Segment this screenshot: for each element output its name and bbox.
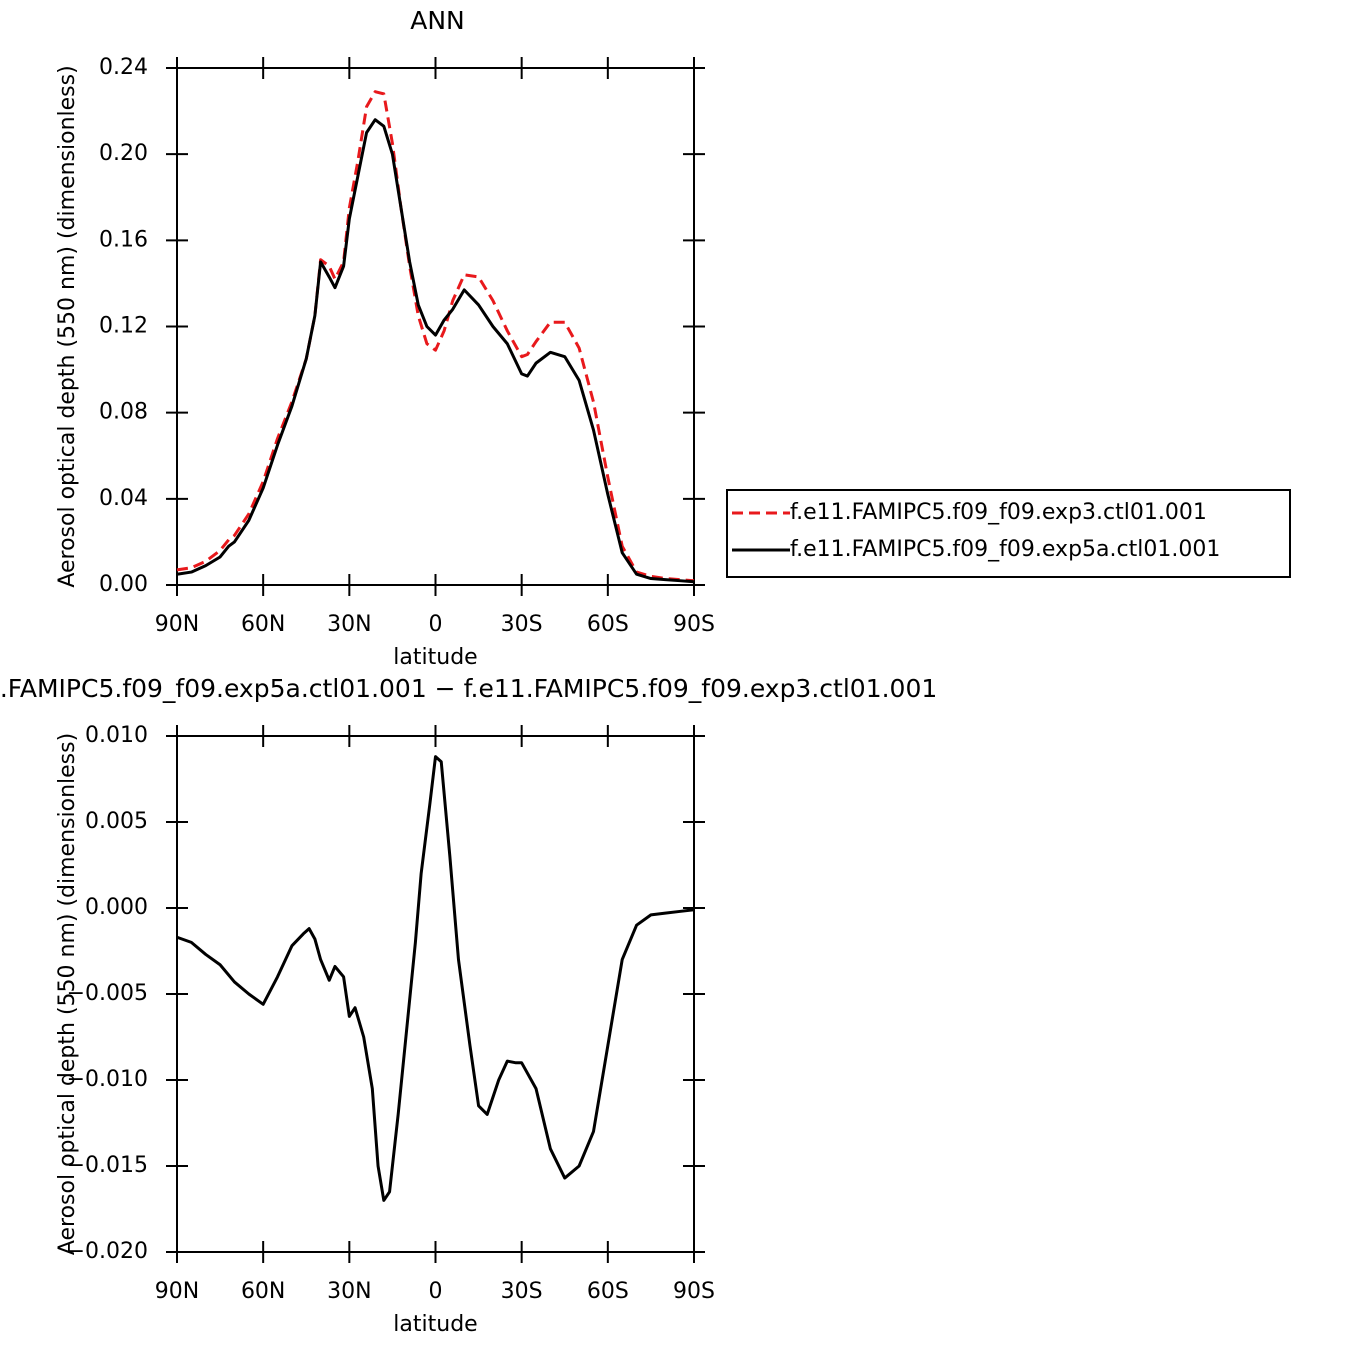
legend-label: f.e11.FAMIPC5.f09_f09.exp5a.ctl01.001: [790, 537, 1220, 562]
y-tick-label: −0.010: [67, 1067, 148, 1092]
y-tick-label: 0.000: [85, 895, 148, 920]
y-tick-label: 0.08: [99, 400, 148, 425]
y-tick-label: 0.24: [99, 55, 148, 80]
x-tick-label: 90S: [673, 1279, 715, 1304]
x-tick-label: 30N: [327, 612, 371, 637]
x-tick-label: 60S: [587, 1279, 629, 1304]
data-line: [176, 755, 695, 1202]
data-line: [176, 90, 695, 583]
x-axis-label: latitude: [393, 645, 477, 670]
x-tick-label: 0: [429, 612, 443, 637]
y-tick-label: 0.20: [99, 141, 148, 166]
legend-label: f.e11.FAMIPC5.f09_f09.exp3.ctl01.001: [790, 500, 1207, 525]
y-tick-label: 0.005: [85, 809, 148, 834]
x-tick-label: 30S: [501, 1279, 543, 1304]
y-tick-label: −0.015: [67, 1153, 148, 1178]
x-tick-label: 90S: [673, 612, 715, 637]
y-axis-label: Aerosol optical depth (550 nm) (dimensio…: [55, 65, 80, 587]
legend-box: [726, 489, 1291, 578]
x-tick-label: 60N: [241, 612, 285, 637]
y-tick-label: −0.020: [67, 1239, 148, 1264]
y-tick-label: −0.005: [67, 981, 148, 1006]
y-axis-label: Aerosol optical depth (550 nm) (dimensio…: [55, 733, 80, 1255]
chart-title: ANN: [410, 6, 465, 35]
x-axis-label: latitude: [393, 1312, 477, 1337]
y-tick-label: 0.04: [99, 486, 148, 511]
x-tick-label: 60S: [587, 612, 629, 637]
x-tick-label: 90N: [155, 612, 199, 637]
x-tick-label: 90N: [155, 1279, 199, 1304]
y-tick-label: 0.010: [85, 723, 148, 748]
x-tick-label: 30S: [501, 612, 543, 637]
x-tick-label: 0: [429, 1279, 443, 1304]
x-tick-label: 30N: [327, 1279, 371, 1304]
x-tick-label: 60N: [241, 1279, 285, 1304]
y-tick-label: 0.16: [99, 227, 148, 252]
y-tick-label: 0.12: [99, 314, 148, 339]
data-line: [176, 118, 695, 584]
y-tick-label: 0.00: [99, 572, 148, 597]
chart-title: f.e11.FAMIPC5.f09_f09.exp5a.ctl01.001 − …: [0, 674, 937, 703]
